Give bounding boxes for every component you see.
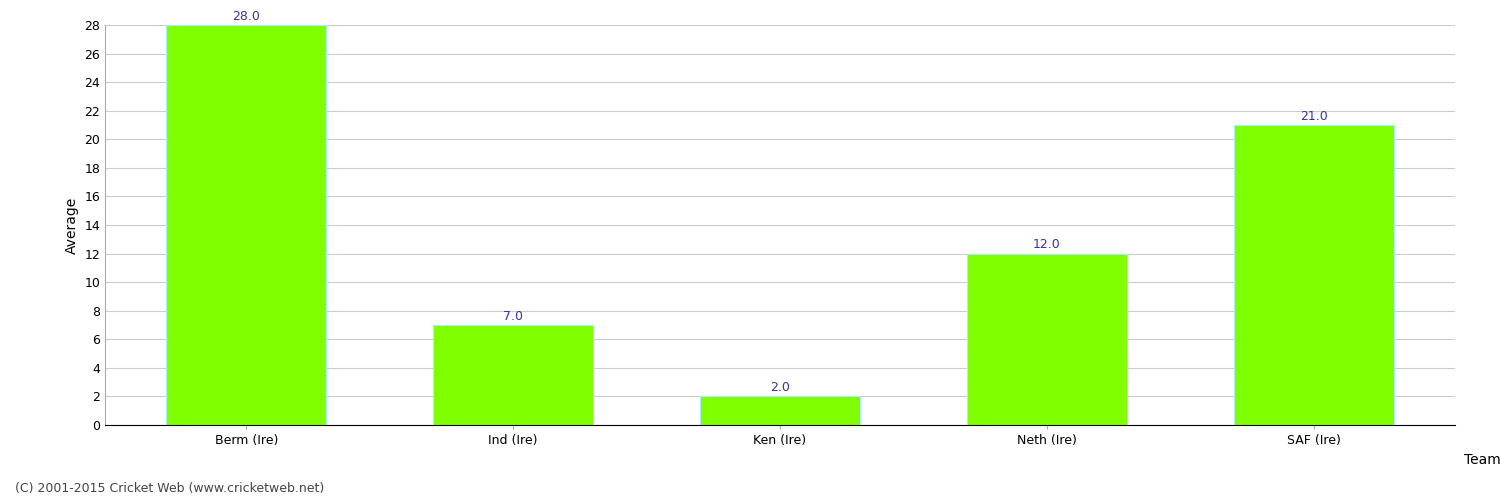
Text: 21.0: 21.0 bbox=[1299, 110, 1328, 123]
Text: 12.0: 12.0 bbox=[1034, 238, 1060, 252]
X-axis label: Team: Team bbox=[1464, 453, 1500, 467]
Text: (C) 2001-2015 Cricket Web (www.cricketweb.net): (C) 2001-2015 Cricket Web (www.cricketwe… bbox=[15, 482, 324, 495]
Bar bbox=[700, 396, 859, 425]
Bar bbox=[1233, 125, 1394, 425]
Text: 2.0: 2.0 bbox=[770, 382, 790, 394]
Bar bbox=[166, 25, 327, 425]
Text: 7.0: 7.0 bbox=[503, 310, 524, 323]
Bar bbox=[433, 325, 592, 425]
Bar bbox=[968, 254, 1126, 425]
Y-axis label: Average: Average bbox=[64, 196, 78, 254]
Text: 28.0: 28.0 bbox=[232, 10, 261, 23]
